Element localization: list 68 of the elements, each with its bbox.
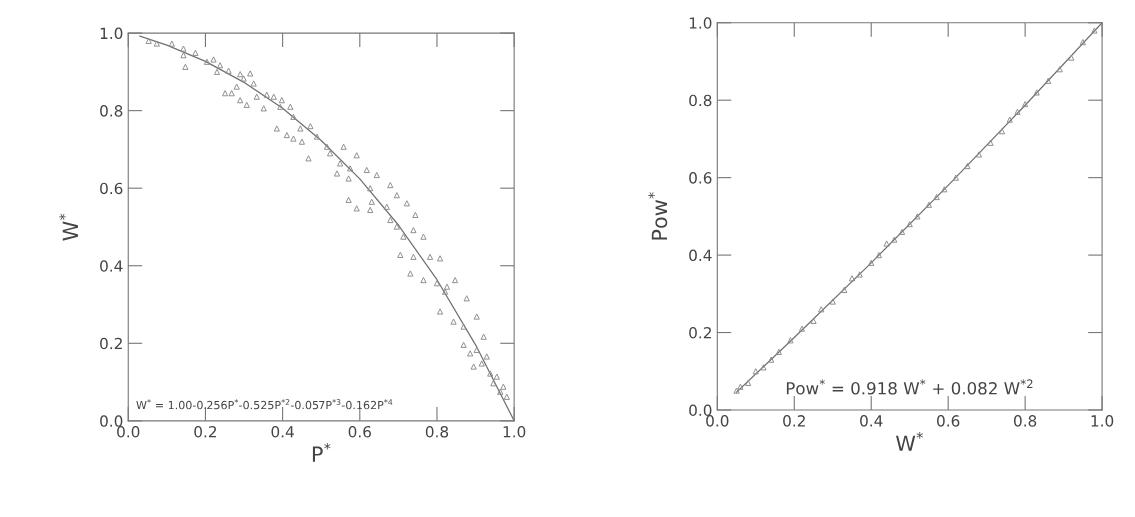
x-tick-label: 1.0 [503, 425, 526, 438]
point [818, 306, 825, 313]
y-tick-label: 0.2 [100, 337, 122, 350]
point [752, 368, 759, 375]
point [798, 325, 806, 332]
point [737, 383, 744, 390]
point [733, 387, 740, 394]
y-tick-label: 0.4 [689, 249, 712, 262]
x-tick-label: 0.4 [860, 415, 883, 427]
point [952, 174, 959, 181]
point [787, 337, 794, 344]
y-axis-title: Pow$^{*}$ [648, 192, 668, 240]
y-axis-title: W$^{*}$ [59, 213, 78, 241]
point [925, 201, 933, 208]
point [906, 221, 913, 228]
point [1056, 66, 1063, 73]
x-axis-title: P$^{*}$ [312, 442, 331, 462]
y-tick-label: 1.0 [689, 17, 712, 29]
x-tick-label: 0.0 [706, 415, 729, 427]
point [941, 186, 948, 193]
x-axis-title: W$^{*}$ [896, 432, 923, 451]
y-tick-label: 0.8 [100, 105, 123, 117]
point [760, 364, 767, 371]
y-tick-label: 1.0 [100, 27, 123, 40]
point [1006, 116, 1013, 123]
point [841, 286, 848, 294]
text: W$^{*}$ = 1.00-0.256P$^{*}$-0.525P$^{*2}$-0.057P$^{*3}$-0.162P$^{*4}$ [136, 399, 393, 410]
point [768, 356, 775, 363]
x-tick-label: 0.0 [117, 425, 140, 438]
point [745, 379, 752, 386]
point [848, 275, 856, 282]
point [856, 271, 863, 278]
x-tick-label: 1.0 [1091, 415, 1114, 427]
point [914, 213, 921, 220]
point [810, 317, 817, 325]
x-tick-label: 0.6 [348, 425, 371, 438]
y-tick-label: 0.6 [100, 182, 123, 195]
y-tick-label: 0.8 [689, 94, 712, 107]
y-tick-label: 0.6 [689, 172, 712, 184]
point [1045, 77, 1052, 84]
x-tick-label: 0.8 [425, 425, 449, 438]
y-tick-label: 0.4 [100, 260, 123, 272]
point [933, 193, 940, 201]
point [1091, 27, 1098, 34]
point [1068, 54, 1075, 61]
point [1079, 39, 1086, 46]
y-tick-label: 0.2 [689, 327, 711, 339]
annotation: Pow$^{*}$ = 0.918 W$^{*}$ + 0.082 W$^{*2}$ [786, 379, 1033, 395]
point [964, 162, 971, 170]
x-tick-label: 0.4 [271, 425, 294, 438]
point [775, 348, 782, 355]
point [1022, 100, 1029, 108]
point [1033, 89, 1040, 96]
point [987, 139, 994, 146]
point [829, 298, 836, 305]
x-tick-label: 0.8 [1013, 415, 1037, 427]
x-tick-label: 0.2 [194, 425, 217, 438]
point [898, 228, 906, 235]
y-tick-label: 0.0 [689, 404, 712, 416]
point [868, 259, 875, 266]
x-tick-label: 0.6 [937, 415, 960, 427]
point [975, 151, 983, 158]
point [883, 240, 890, 247]
point [891, 236, 898, 243]
point [875, 252, 883, 259]
x-tick-label: 0.2 [783, 415, 805, 427]
point [1014, 108, 1021, 115]
point [998, 128, 1006, 135]
